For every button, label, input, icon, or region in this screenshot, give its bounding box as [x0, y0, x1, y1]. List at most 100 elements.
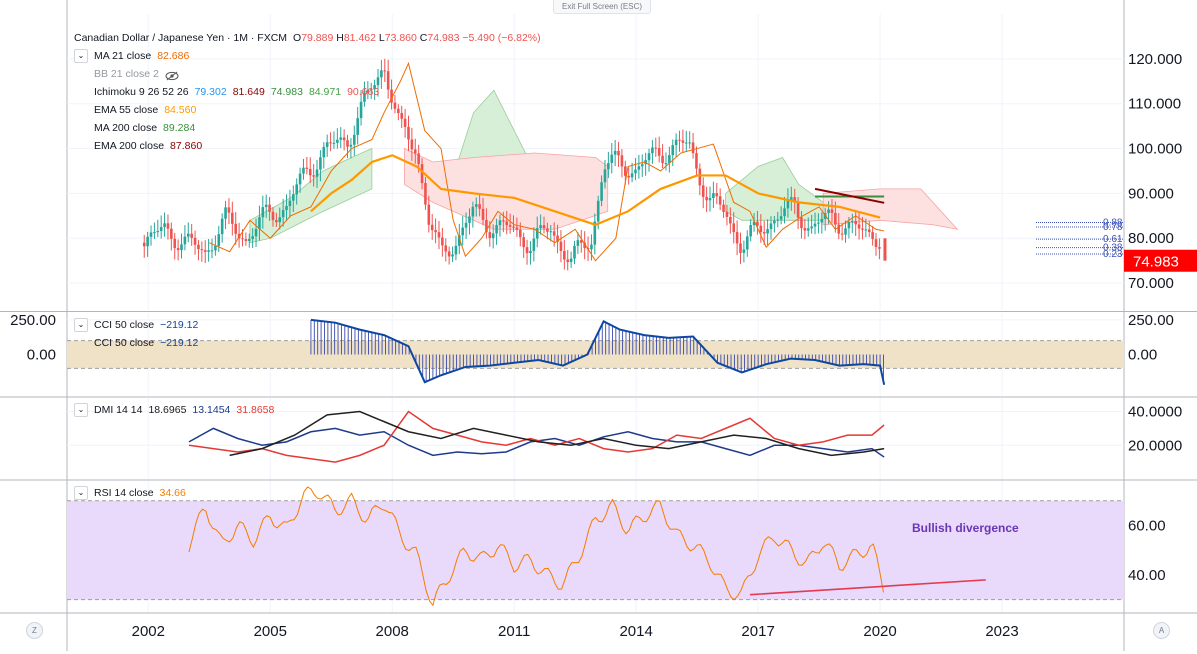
candle-body [596, 200, 600, 222]
candle-body [244, 239, 248, 241]
candle-body [766, 229, 769, 234]
symbol-row: Canadian Dollar / Japanese Yen · 1M · FX… [74, 29, 541, 47]
candle-body [840, 233, 844, 235]
candle-body [790, 197, 793, 200]
dmi-series-line [229, 410, 885, 457]
candle-body [224, 207, 227, 219]
candle-body [539, 225, 542, 229]
candle-body [380, 70, 383, 78]
candle-body [183, 236, 187, 245]
legend-cci[interactable]: ⌄ CCI 50 close −219.12 [74, 316, 198, 334]
candle-body [830, 209, 834, 213]
candle-body [505, 221, 509, 226]
c-value: 74.983 [427, 32, 460, 44]
ema200-label: EMA 200 close [94, 140, 165, 152]
candle-body [600, 182, 603, 201]
candle-body [729, 216, 732, 224]
legend-ichimoku[interactable]: Ichimoku 9 26 52 26 79.302 81.649 74.983… [74, 83, 541, 101]
legend-ema200[interactable]: EMA 200 close 87.860 [74, 137, 541, 155]
candle-body [329, 142, 332, 144]
candle-body [735, 232, 739, 244]
dmi-label: DMI 14 14 [94, 404, 143, 416]
candle-body [495, 225, 498, 234]
candle-body [800, 217, 803, 229]
candle-body [170, 228, 173, 239]
eye-hidden-icon[interactable] [165, 69, 179, 81]
candle-body [518, 229, 522, 238]
chevron-down-icon[interactable]: ⌄ [74, 403, 88, 417]
o-value: 79.889 [301, 32, 334, 44]
candle-body [319, 157, 322, 170]
ichimoku-v3: 74.983 [270, 86, 303, 98]
ma200-value: 89.284 [163, 122, 196, 134]
legend-ma21[interactable]: ⌄ MA 21 close 82.686 [74, 47, 541, 65]
candle-body [498, 220, 502, 226]
auto-scale-toggle[interactable]: A [1153, 622, 1170, 639]
exit-fullscreen-button[interactable]: Exit Full Screen (ESC) [553, 0, 651, 14]
candle-body [725, 211, 729, 217]
c-label: C [419, 32, 428, 44]
candle-body [190, 233, 193, 238]
last-price-label: 74.983 [1133, 254, 1179, 271]
y-tick-label: 0.00 [1128, 347, 1157, 364]
candle-body [732, 223, 736, 233]
candle-body [176, 248, 180, 251]
candle-body [342, 137, 346, 141]
candle-body [647, 153, 651, 161]
candle-body [603, 169, 607, 183]
candle-body [468, 216, 471, 223]
candle-body [861, 228, 864, 230]
l-value: 73.860 [384, 32, 417, 44]
y-tick-label: 70.000 [1128, 275, 1174, 292]
chevron-down-icon[interactable]: ⌄ [74, 318, 88, 332]
ma200-label: MA 200 close [94, 122, 158, 134]
candle-body [478, 204, 481, 209]
candle-body [681, 140, 685, 143]
candle-body [434, 230, 437, 233]
legend-dmi[interactable]: ⌄ DMI 14 14 18.6965 13.1454 31.8658 [74, 401, 274, 419]
chevron-down-icon[interactable]: ⌄ [74, 486, 88, 500]
candle-body [308, 168, 312, 176]
x-tick-label: 2014 [619, 623, 652, 640]
candle-body [576, 240, 580, 246]
candle-body [400, 113, 404, 119]
candle-body [339, 137, 343, 140]
candle-body [281, 210, 285, 218]
chevron-down-icon[interactable]: ⌄ [74, 49, 88, 63]
y-tick-label: 40.00 [1128, 567, 1166, 584]
candle-body [268, 204, 271, 212]
log-scale-toggle[interactable]: Z [26, 622, 43, 639]
ma21-value: 82.686 [157, 50, 190, 62]
candle-body [817, 222, 820, 224]
candle-body [234, 223, 238, 234]
y-tick-label: 60.00 [1128, 517, 1166, 534]
candle-body [298, 173, 302, 185]
candle-body [742, 249, 746, 253]
legend-cci-2[interactable]: CCI 50 close −219.12 [74, 334, 198, 352]
legend-ma200[interactable]: MA 200 close 89.284 [74, 119, 541, 137]
candle-body [522, 237, 525, 248]
candle-body [356, 118, 359, 135]
legend-ema55[interactable]: EMA 55 close 84.560 [74, 101, 541, 119]
candle-body [403, 118, 407, 127]
candle-body [739, 243, 742, 253]
candle-body [508, 225, 512, 227]
candle-body [383, 70, 387, 72]
candle-body [278, 217, 282, 223]
rsi-label: RSI 14 close [94, 487, 154, 499]
legend-bb[interactable]: BB 21 close 2 [74, 65, 541, 83]
candle-body [153, 232, 156, 234]
rsi-line [188, 486, 884, 607]
y-tick-label-left: 250.00 [10, 312, 56, 329]
candle-body [488, 232, 492, 239]
candle-body-last [883, 238, 887, 261]
candle-body [315, 169, 319, 177]
candle-body [166, 223, 170, 229]
candle-body [698, 168, 702, 186]
candle-body [241, 238, 244, 240]
legend-rsi[interactable]: ⌄ RSI 14 close 34.66 [74, 484, 186, 502]
candle-body [793, 197, 797, 203]
y-tick-label: 100.000 [1128, 141, 1182, 158]
